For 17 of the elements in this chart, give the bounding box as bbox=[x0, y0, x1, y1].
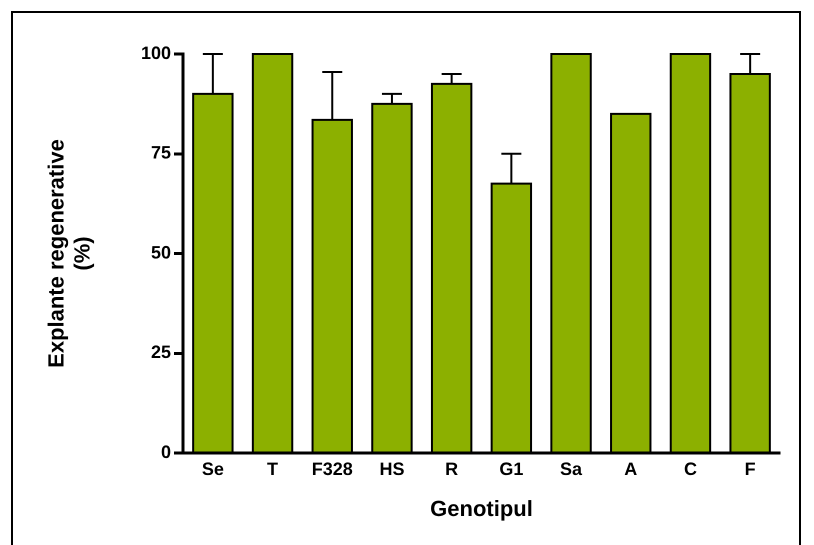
x-tick-label: C bbox=[684, 458, 697, 479]
x-tick-label: Sa bbox=[560, 458, 584, 479]
y-tick-label: 50 bbox=[150, 242, 171, 262]
y-tick-label: 100 bbox=[140, 42, 171, 63]
x-tick-label: R bbox=[445, 458, 458, 479]
x-tick-label: G1 bbox=[499, 458, 524, 479]
x-tick-label: A bbox=[624, 458, 638, 479]
y-tick-label: 0 bbox=[160, 442, 171, 462]
x-tick-label: F bbox=[744, 458, 756, 479]
x-tick-label: Se bbox=[202, 458, 224, 479]
x-tick-label: F328 bbox=[312, 458, 353, 479]
y-axis-title: Explante regenerative (%) bbox=[43, 139, 95, 368]
y-tick-label: 75 bbox=[150, 142, 171, 163]
x-tick-label: HS bbox=[379, 458, 404, 479]
x-axis-title: Genotipul bbox=[430, 496, 533, 521]
x-tick-label: T bbox=[267, 458, 278, 479]
y-tick-label: 25 bbox=[150, 342, 171, 362]
